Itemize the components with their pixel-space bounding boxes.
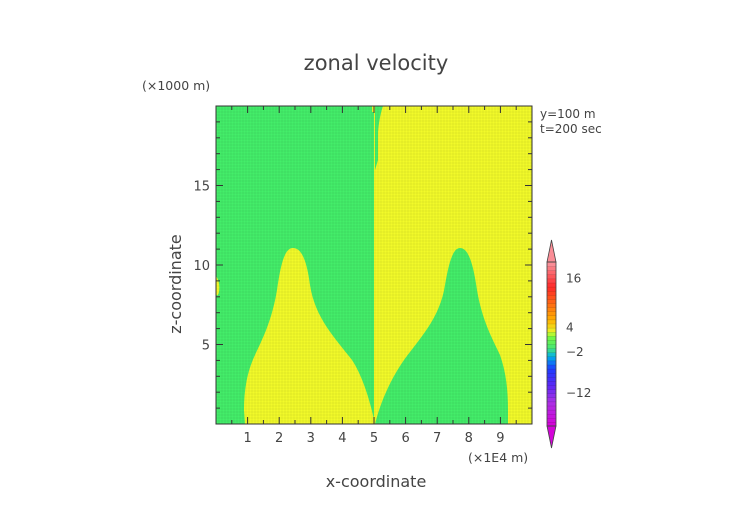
colorbar-top-arrow xyxy=(546,239,557,263)
info-y: y=100 m xyxy=(540,107,596,121)
x-tick-label: 8 xyxy=(465,431,473,446)
colorbar-bottom-arrow xyxy=(546,425,557,449)
info-t: t=200 sec xyxy=(540,122,602,136)
x-tick-label: 6 xyxy=(401,431,409,446)
colorbar-frame xyxy=(546,261,557,427)
colorbar-tick-label: −12 xyxy=(566,386,591,400)
region-top-wedge xyxy=(375,106,383,170)
colorbar-tick-label: 16 xyxy=(566,271,581,285)
y-tick-label: 5 xyxy=(202,339,210,354)
chart-title: zonal velocity xyxy=(304,51,449,75)
x-tick-label: 4 xyxy=(338,431,346,446)
y-tick-label: 15 xyxy=(193,180,210,195)
x-tick-label: 9 xyxy=(496,431,504,446)
x-unit-label: (×1E4 m) xyxy=(468,450,528,465)
colorbar-tick-label: 4 xyxy=(566,321,574,335)
region-left-mountain xyxy=(244,248,375,424)
y-unit-label: (×1000 m) xyxy=(142,78,210,93)
axes: 1 2 3 4 5 6 7 8 9 5 10 15 xyxy=(193,105,533,446)
region-right-mountain xyxy=(375,248,508,424)
x-tick-label: 1 xyxy=(243,431,251,446)
x-tick-label: 7 xyxy=(433,431,441,446)
x-tick-label: 3 xyxy=(307,431,315,446)
colorbar-tick-label: −2 xyxy=(566,345,584,359)
x-axis-label: x-coordinate xyxy=(326,472,427,491)
x-tick-label: 5 xyxy=(370,431,378,446)
heatmap-area xyxy=(215,105,532,425)
x-tick-label: 2 xyxy=(275,431,283,446)
y-axis-label: z-coordinate xyxy=(166,234,185,334)
y-tick-label: 10 xyxy=(193,259,210,274)
colorbar: 16 4 −2 −12 xyxy=(546,239,591,449)
